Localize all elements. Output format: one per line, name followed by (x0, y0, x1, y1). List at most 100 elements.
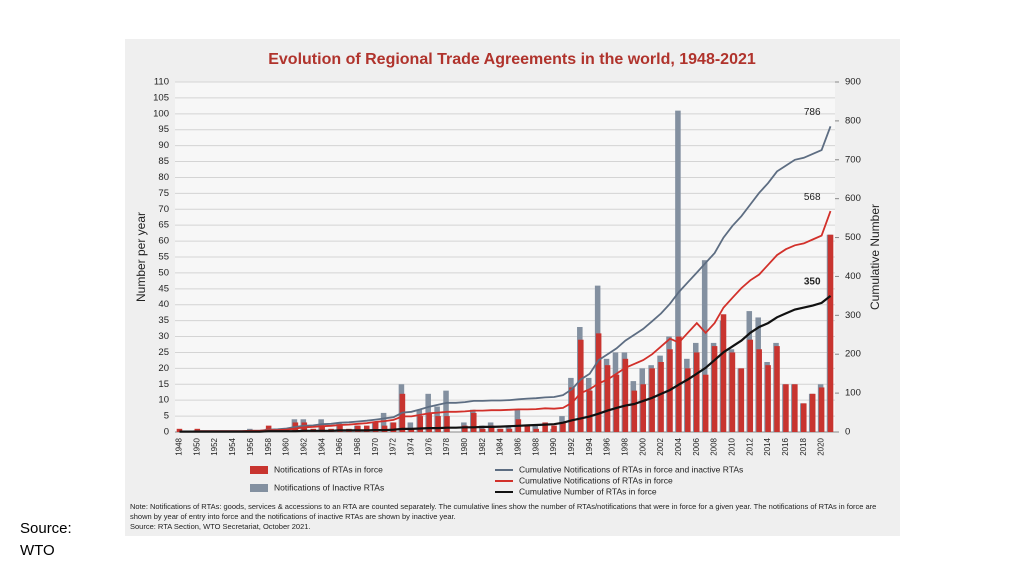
bar (390, 422, 397, 432)
y-tick-label: 50 (158, 267, 169, 278)
bar (801, 403, 807, 432)
bar (506, 428, 513, 432)
x-tick-label: 1984 (496, 437, 505, 455)
bar (380, 412, 387, 432)
x-tick-label: 1960 (282, 437, 291, 455)
x-tick-label: 1950 (192, 437, 201, 455)
y2-tick-label: 200 (845, 349, 861, 360)
bar (675, 110, 681, 433)
y-tick-label: 95 (158, 124, 169, 135)
line (179, 125, 832, 433)
bar (693, 352, 700, 432)
bar (711, 346, 718, 432)
x-tick-label: 2018 (799, 437, 808, 455)
y2-tick-label: 100 (845, 388, 861, 399)
bar (685, 368, 691, 432)
x-tick-label: 1970 (371, 437, 380, 455)
bar (363, 425, 370, 432)
end-label: 350 (804, 277, 821, 288)
y-tick-label: 55 (158, 252, 169, 263)
y2-tick-label: 500 (845, 232, 861, 243)
x-tick-label: 1952 (210, 437, 219, 455)
chart-title: Evolution of Regional Trade Agreements i… (268, 51, 756, 68)
y2-axis-label: Cumulative Number (868, 204, 882, 310)
y2-tick-label: 300 (845, 310, 861, 321)
source-line: Source: (20, 520, 72, 537)
y-tick-label: 75 (158, 188, 169, 199)
y-tick-label: 80 (158, 172, 169, 183)
bar (497, 428, 504, 432)
bar (381, 425, 388, 432)
x-tick-label: 1990 (549, 437, 558, 455)
bar (533, 428, 539, 432)
x-tick-label: 1994 (585, 437, 594, 455)
x-tick-label: 2012 (745, 437, 754, 455)
bar (649, 368, 655, 432)
bar (569, 387, 575, 432)
source-line: WTO (20, 542, 55, 559)
bar (658, 362, 664, 432)
x-tick-label: 1964 (317, 437, 326, 455)
x-tick-label: 1976 (424, 437, 433, 455)
y-tick-label: 5 (164, 411, 169, 422)
x-tick-label: 1978 (442, 437, 451, 455)
y-axis-label: Number per year (134, 212, 148, 302)
x-tick-label: 2008 (710, 437, 719, 455)
end-label: 786 (804, 107, 821, 118)
legend-label: Notifications of RTAs in force (274, 464, 383, 474)
bar (417, 416, 424, 432)
x-tick-label: 1968 (353, 437, 362, 455)
y2-tick-label: 0 (845, 427, 850, 438)
y2-tick-label: 400 (845, 271, 861, 282)
y-tick-label: 10 (158, 395, 169, 406)
x-tick-label: 2020 (817, 437, 826, 455)
line (179, 295, 832, 433)
bar (488, 425, 495, 432)
bar (319, 425, 325, 432)
bar (444, 416, 450, 432)
x-tick-label: 1986 (513, 437, 522, 455)
x-tick-label: 2000 (638, 437, 647, 455)
x-tick-label: 2016 (781, 437, 790, 455)
bar (774, 346, 780, 432)
legend-label: Cumulative Notifications of RTAs in forc… (519, 464, 743, 474)
note: Note: Notifications of RTAs: goods, serv… (130, 502, 890, 532)
x-tick-label: 1972 (389, 437, 398, 455)
y2-tick-label: 900 (845, 77, 861, 88)
bar (792, 384, 798, 432)
bar (560, 422, 566, 432)
y-tick-label: 20 (158, 363, 169, 374)
x-tick-label: 1982 (478, 437, 487, 455)
y-tick-label: 35 (158, 315, 169, 326)
x-tick-label: 2002 (656, 437, 665, 455)
bar (551, 425, 557, 432)
y-tick-label: 40 (158, 299, 169, 310)
bar (765, 365, 771, 432)
x-tick-label: 1962 (299, 437, 308, 455)
y-tick-label: 0 (164, 427, 169, 438)
bar (355, 425, 361, 432)
x-tick-label: 1956 (246, 437, 255, 455)
bar (586, 390, 593, 432)
bar (372, 422, 379, 432)
x-tick-label: 1980 (460, 437, 469, 455)
x-tick-label: 2006 (692, 437, 701, 455)
bar (426, 412, 432, 432)
x-tick-label: 2004 (674, 437, 683, 455)
legend-swatch (250, 466, 268, 474)
y2-tick-label: 800 (845, 115, 861, 126)
y-tick-label: 60 (158, 236, 169, 247)
x-tick-label: 1958 (264, 437, 273, 455)
note-text: Note: Notifications of RTAs: goods, serv… (130, 502, 877, 521)
x-tick-label: 2014 (763, 437, 772, 455)
bar (408, 428, 415, 432)
bar (407, 422, 414, 432)
bar (809, 393, 816, 432)
bar (622, 358, 629, 432)
y-tick-label: 105 (153, 92, 169, 103)
x-tick-label: 1974 (406, 437, 415, 455)
y2-tick-label: 700 (845, 154, 861, 165)
bar (738, 368, 745, 432)
end-label: 568 (804, 192, 821, 203)
y-tick-label: 30 (158, 331, 169, 342)
